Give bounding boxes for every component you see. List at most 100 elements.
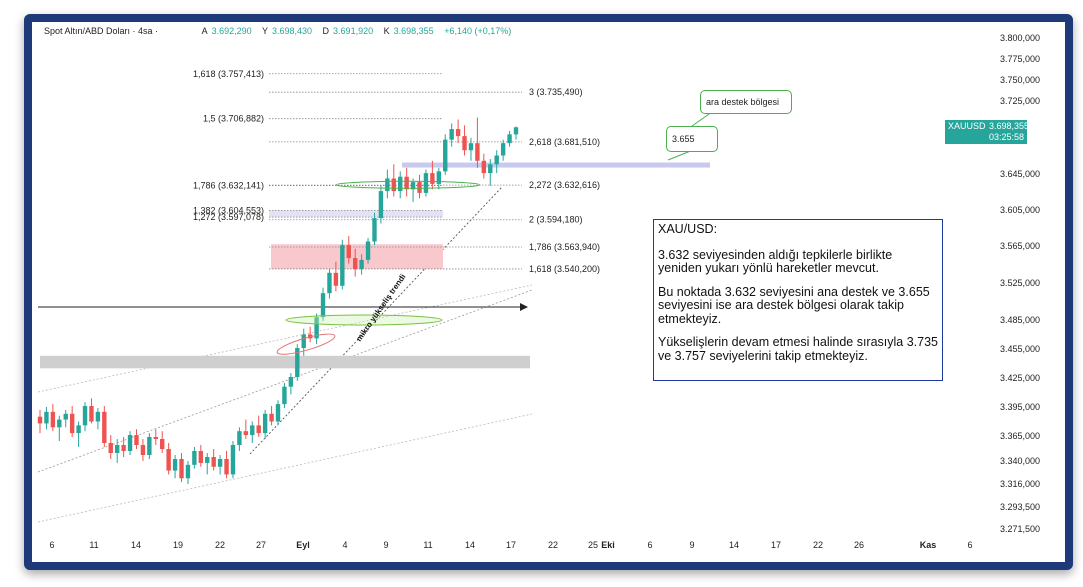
candle-body — [391, 178, 396, 192]
candle-body — [262, 413, 268, 434]
candle-body — [224, 459, 229, 475]
candle-body — [449, 129, 454, 140]
fib-band-1382 — [269, 210, 443, 218]
candle-body — [282, 386, 287, 405]
candle-body — [378, 191, 384, 219]
candle-body — [346, 245, 351, 259]
fib-label-right: 3 (3.735,490) — [529, 87, 583, 97]
analysis-textbox[interactable]: XAU/USD: 3.632 seviyesinden aldığı tepki… — [653, 219, 943, 381]
y-tick-label: 3.340,000 — [1000, 456, 1040, 466]
channel-line-upper — [37, 284, 533, 393]
candle-body — [217, 459, 223, 467]
candle-body — [82, 406, 88, 426]
candle-body — [404, 176, 409, 190]
candle-body — [230, 445, 236, 475]
high-label: Y — [261, 26, 268, 36]
candle-body — [198, 451, 204, 463]
candle-body — [95, 411, 101, 422]
x-tick-label: 6 — [647, 540, 652, 550]
candle-body — [462, 136, 467, 151]
ellipse-retest — [276, 333, 336, 355]
low-value: 3.691,920 — [333, 26, 374, 36]
x-tick-label: 17 — [771, 540, 781, 550]
x-tick-label: 25 — [588, 540, 598, 550]
candle-body — [288, 377, 294, 387]
candle-body — [507, 134, 512, 144]
candle-body — [237, 431, 242, 445]
candle-body — [295, 348, 300, 378]
candle-body — [417, 182, 422, 193]
price-tag-countdown: 03:25:58 — [989, 132, 1025, 142]
candle-body — [333, 272, 339, 286]
ellipse-main-support — [335, 180, 481, 189]
candle-body — [50, 411, 56, 428]
candle-body — [365, 241, 371, 260]
y-tick-label: 3.293,500 — [1000, 502, 1040, 512]
analysis-paragraph-3: Yükselişlerin devam etmesi halinde sıras… — [658, 335, 938, 363]
chart-header: Spot Altın/ABD Doları · 4sa · A 3.692,290… — [44, 26, 515, 36]
x-tick-label: 14 — [131, 540, 141, 550]
candle-body — [359, 259, 364, 270]
y-tick-label: 3.525,000 — [1000, 278, 1040, 288]
callout-mid-support[interactable]: ara destek bölgesi — [700, 90, 792, 114]
candle-body — [436, 171, 442, 184]
chart-canvas[interactable]: 1,618 (3.757,413) 1,5 (3.706,882) 1,786 (3… — [32, 22, 1065, 562]
open-label: A — [201, 26, 208, 36]
price-tag-value: 3.698,355 — [989, 121, 1030, 131]
x-tick-label: 17 — [506, 540, 516, 550]
mid-support-band — [402, 162, 710, 168]
trend-label: mikro yükseliş trendi — [354, 272, 407, 343]
close-label: K — [383, 26, 390, 36]
support-zone-gray — [40, 355, 530, 369]
x-tick-label: 26 — [854, 540, 864, 550]
candle-body — [256, 425, 261, 434]
x-tick-label: 4 — [342, 540, 347, 550]
candle-body — [172, 459, 178, 471]
y-tick-label: 3.605,000 — [1000, 205, 1040, 215]
callout-level[interactable]: 3.655 — [666, 126, 718, 152]
candle-body — [153, 437, 158, 439]
reference-arrow-head — [520, 303, 528, 311]
candle-body — [69, 413, 75, 434]
x-tick-label: 9 — [689, 540, 694, 550]
y-tick-label: 3.395,000 — [1000, 402, 1040, 412]
candle-body — [114, 445, 120, 453]
x-tick-label: 27 — [256, 540, 266, 550]
channel-line-lower — [37, 413, 533, 523]
x-tick-label: Eki — [601, 540, 615, 550]
fib-label-right: 2,272 (3.632,616) — [529, 180, 600, 190]
y-tick-label: 3.565,000 — [1000, 241, 1040, 251]
change-value: +6,140 (+0,17%) — [444, 26, 512, 36]
candle-body — [488, 164, 493, 174]
candle-body — [63, 413, 68, 420]
x-tick-label: 22 — [813, 540, 823, 550]
y-tick-label: 3.271,500 — [1000, 524, 1040, 534]
y-tick-label: 3.425,000 — [1000, 373, 1040, 383]
fib-label-left: 1,618 (3.757,413) — [193, 69, 264, 79]
candle-body — [481, 160, 487, 174]
candle-body — [211, 457, 216, 467]
candle-body — [76, 425, 81, 434]
candle-body — [398, 176, 403, 192]
candle-body — [455, 129, 461, 137]
candle-body — [269, 413, 274, 422]
x-tick-label: 6 — [49, 540, 54, 550]
candle-body — [314, 317, 319, 339]
candle-body — [385, 178, 390, 192]
x-tick-label: 22 — [548, 540, 558, 550]
close-value: 3.698,355 — [393, 26, 434, 36]
candle-body — [37, 416, 43, 424]
candle-body — [89, 406, 94, 422]
x-tick-label: 11 — [423, 540, 432, 550]
candle-body — [192, 451, 197, 465]
candle-body — [243, 431, 249, 436]
y-tick-label: 3.750,000 — [1000, 75, 1040, 85]
candle-body — [108, 443, 113, 453]
candle-body — [500, 143, 506, 156]
high-value: 3.698,430 — [271, 26, 313, 36]
y-tick-label: 3.455,000 — [1000, 344, 1040, 354]
fib-label-left: 1,382 (3.604,553) — [193, 205, 264, 215]
x-tick-label: 22 — [215, 540, 225, 550]
x-tick-label: 6 — [967, 540, 972, 550]
candle-body — [494, 155, 499, 165]
